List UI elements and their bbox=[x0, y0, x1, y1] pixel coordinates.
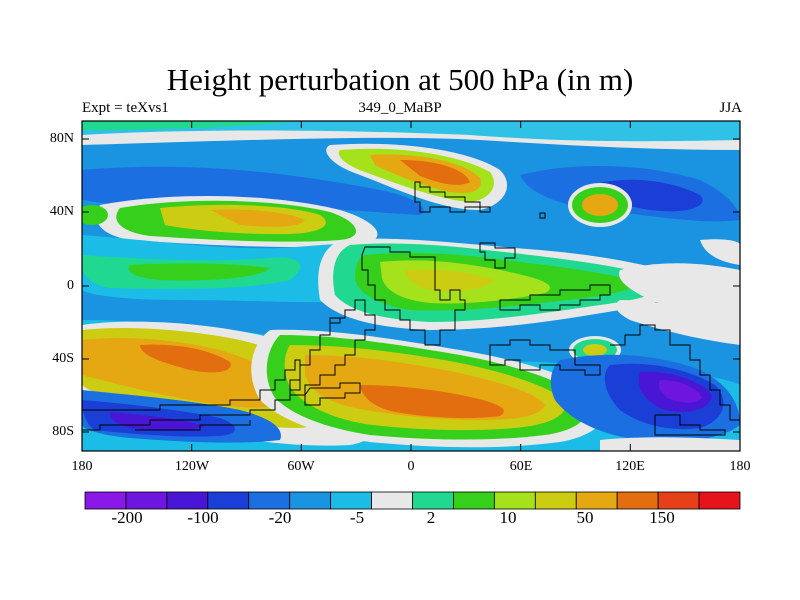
colorbar-label: -5 bbox=[349, 508, 365, 527]
x-tick-180w: 180 bbox=[71, 459, 93, 474]
colorbar-box bbox=[125, 491, 168, 510]
plot-title: Height perturbation at 500 hPa (in m) bbox=[166, 62, 634, 97]
colorbar-label: 2 bbox=[426, 508, 436, 527]
colorbar-box bbox=[289, 491, 332, 510]
colorbar-box bbox=[575, 491, 618, 510]
y-tick-40s: 40S bbox=[52, 351, 74, 366]
colorbar-label: 10 bbox=[499, 508, 517, 527]
colorbar-label: -100 bbox=[187, 508, 219, 527]
colorbar-label: 50 bbox=[576, 508, 594, 527]
time-label: 349_0_MaBP bbox=[358, 100, 442, 116]
colorbar-box bbox=[412, 491, 454, 510]
x-tick-120e: 120E bbox=[615, 459, 645, 474]
colorbar-box bbox=[493, 491, 536, 510]
colorbar-label: -20 bbox=[268, 508, 292, 527]
y-tick-80s: 80S bbox=[52, 424, 74, 439]
colorbar-box bbox=[207, 491, 250, 510]
x-tick-180e: 180 bbox=[729, 459, 751, 474]
y-tick-80n: 80N bbox=[49, 131, 74, 146]
x-tick-0: 0 bbox=[407, 459, 415, 474]
y-tick-40n: 40N bbox=[49, 204, 74, 219]
colorbar-label: -200 bbox=[111, 508, 143, 527]
colorbar-box bbox=[330, 491, 372, 510]
season-label: JJA bbox=[719, 100, 742, 116]
experiment-label: Expt = teXvs1 bbox=[82, 100, 169, 116]
colorbar-label: 150 bbox=[649, 508, 675, 527]
contour-fill bbox=[82, 121, 740, 451]
colorbar-box bbox=[84, 491, 127, 510]
x-tick-120w: 120W bbox=[174, 459, 210, 474]
colorbar-box bbox=[616, 491, 659, 510]
colorbar-box bbox=[453, 491, 495, 510]
colorbar-box bbox=[248, 491, 291, 510]
colorbar-box bbox=[534, 491, 577, 510]
axis-ticks bbox=[82, 121, 740, 451]
y-tick-0: 0 bbox=[67, 278, 74, 293]
x-tick-60e: 60E bbox=[509, 459, 533, 474]
colorbar-box bbox=[657, 491, 700, 510]
colorbar-box bbox=[698, 491, 741, 510]
colorbar-box bbox=[371, 491, 413, 510]
x-tick-60w: 60W bbox=[287, 459, 315, 474]
colorbar-box bbox=[166, 491, 209, 510]
coastline-overlay bbox=[82, 181, 740, 436]
